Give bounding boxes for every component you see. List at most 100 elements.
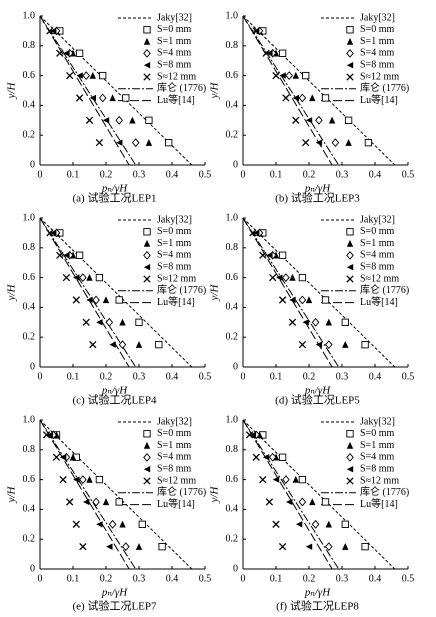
marker [109,94,116,102]
marker [59,475,67,484]
legend-label: 库仑 (1776) [360,283,409,296]
marker [79,273,87,282]
legend-label: S=4 mm [360,250,394,261]
marker [278,251,287,259]
marker [118,340,127,350]
legend-swatch [143,26,151,34]
legend-label: Jaky[32] [157,12,192,23]
marker [115,115,123,125]
legend-swatch [143,49,151,58]
x-tick-label: 0.4 [166,169,179,180]
marker [46,431,54,439]
marker [298,475,307,484]
x-tick-label: 0.4 [369,169,382,180]
marker [282,273,290,282]
x-tick-label: 0.5 [199,573,212,584]
marker [342,340,349,348]
marker [285,71,293,80]
legend-label: Lu等[14] [360,295,398,308]
legend-label: S=4 mm [157,452,191,463]
legend-swatch [346,466,354,473]
curve [39,419,130,570]
x-tick-label: 0.2 [100,371,113,382]
legend-label: S=1 mm [360,36,394,47]
marker [245,431,254,439]
marker [86,296,93,304]
marker [79,475,87,484]
marker [95,138,104,147]
x-tick-label: 0.2 [100,169,113,180]
x-axis-label: pₙ/γH [304,385,331,397]
curve [242,15,340,166]
y-axis-label: y/H [209,486,221,504]
marker [311,519,320,529]
legend-label: Jaky[32] [157,416,192,427]
marker [272,520,280,528]
legend-swatch [346,441,354,449]
marker [325,520,332,528]
x-axis-label: pₙ/γH [304,183,331,195]
marker [89,71,96,79]
marker [298,340,307,349]
marker [282,94,290,102]
marker [86,273,93,281]
marker [50,229,57,237]
legend-label: S=0 mm [157,226,191,237]
legend-label: S=0 mm [360,226,394,237]
marker [135,542,143,550]
marker [266,50,273,57]
marker [119,318,126,326]
y-tick-label: 1.0 [23,414,36,425]
legend-label: S=0 mm [157,428,191,439]
curve [242,419,340,570]
y-tick-label: 0 [30,361,35,372]
marker [311,317,320,327]
legend-label: 库仑 (1776) [157,81,206,94]
caption: (b) 试验工况LEP3 [275,191,360,205]
x-tick-label: 0.2 [303,169,316,180]
marker [75,94,84,102]
x-tick-label: 0.2 [100,573,113,584]
marker [63,50,70,57]
marker [122,94,130,102]
y-tick-label: 0.4 [226,302,239,313]
curve [39,15,130,166]
marker [116,139,123,146]
curve [242,217,333,368]
marker [331,138,340,148]
y-tick-label: 1.0 [226,10,239,21]
marker [298,93,307,103]
marker [82,318,90,326]
y-tick-label: 0.6 [23,70,36,81]
marker [96,521,103,528]
legend-label: S≈12 mm [157,71,196,82]
y-tick-label: 0.8 [23,444,36,455]
y-tick-label: 0.4 [23,504,36,515]
x-tick-label: 0.5 [402,371,415,382]
legend-label: Jaky[32] [360,416,395,427]
marker [66,498,74,506]
legend-label: S=8 mm [360,261,394,272]
marker [292,94,299,102]
x-tick-label: 0 [38,371,43,382]
x-tick-label: 0.2 [303,573,316,584]
legend-swatch [143,239,151,247]
marker [50,27,57,35]
marker [249,229,257,237]
marker [89,94,96,102]
legend-swatch [143,430,151,438]
y-tick-label: 0.4 [226,504,239,515]
x-tick-label: 0 [38,573,43,584]
marker [282,475,290,484]
marker [266,252,273,259]
marker [325,542,333,552]
marker [259,251,267,259]
y-tick-label: 0.2 [226,533,239,544]
legend-swatch [346,49,354,58]
marker [105,317,114,327]
legend-swatch [346,477,354,485]
marker [102,117,110,124]
marker [315,115,323,125]
x-tick-label: 0.5 [402,169,415,180]
